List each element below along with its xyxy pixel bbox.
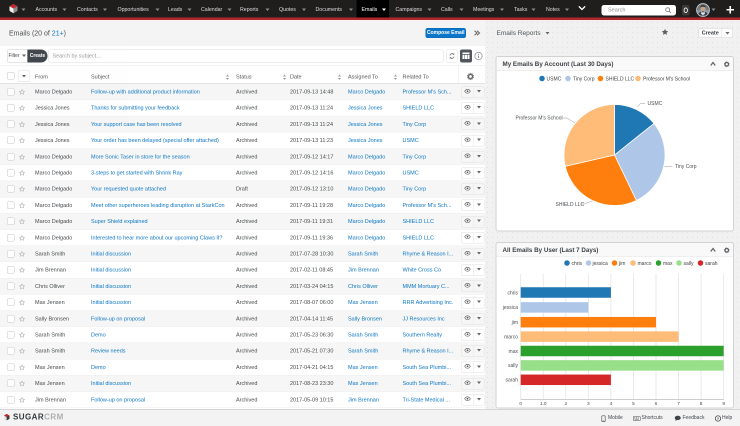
- svg-text:chris: chris: [572, 261, 583, 267]
- svg-text:sarah: sarah: [505, 378, 518, 384]
- svg-text:jessica: jessica: [592, 261, 609, 267]
- svg-text:SHIELD LLC: SHIELD LLC: [556, 202, 585, 208]
- svg-text:jessica: jessica: [502, 305, 519, 311]
- svg-text:sally: sally: [684, 261, 695, 267]
- svg-text:max: max: [509, 349, 519, 355]
- svg-text:?: ?: [717, 416, 720, 421]
- svg-text:8: 8: [700, 401, 703, 407]
- svg-text:chris: chris: [507, 290, 518, 296]
- svg-text:SHIELD LLC: SHIELD LLC: [606, 76, 635, 82]
- svg-text:6: 6: [655, 401, 658, 407]
- svg-text:Professor M's School: Professor M's School: [643, 76, 690, 82]
- svg-text:0: 0: [519, 401, 522, 407]
- svg-text:USMC: USMC: [547, 76, 562, 82]
- svg-text:sarah: sarah: [705, 261, 718, 267]
- svg-text:5: 5: [632, 401, 635, 407]
- svg-text:jim: jim: [618, 261, 625, 267]
- svg-text:Professor M's School: Professor M's School: [516, 116, 563, 122]
- svg-text:2: 2: [564, 401, 567, 407]
- svg-text:4: 4: [610, 401, 613, 407]
- svg-text:USMC: USMC: [648, 101, 663, 107]
- svg-text:jim: jim: [511, 320, 518, 326]
- svg-text:sally: sally: [508, 363, 519, 369]
- svg-text:9: 9: [722, 401, 725, 407]
- svg-text:max: max: [663, 261, 673, 267]
- svg-text:marco: marco: [638, 261, 652, 267]
- svg-text:1.0: 1.0: [540, 401, 547, 407]
- svg-text:Tiny Corp: Tiny Corp: [573, 76, 595, 82]
- svg-text:Tiny Corp: Tiny Corp: [675, 164, 697, 170]
- svg-text:3: 3: [587, 401, 590, 407]
- svg-text:marco: marco: [504, 334, 518, 340]
- svg-text:7: 7: [677, 401, 680, 407]
